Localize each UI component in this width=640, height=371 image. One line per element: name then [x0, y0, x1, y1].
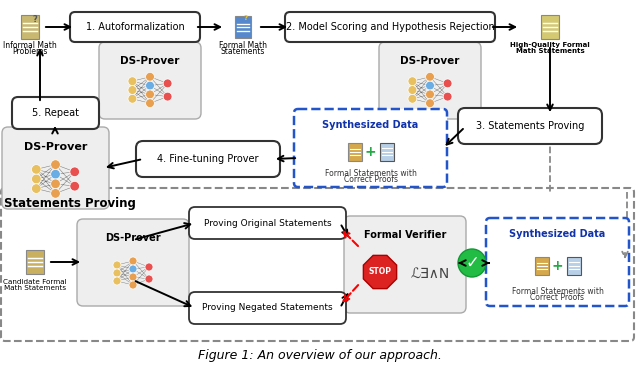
- FancyBboxPatch shape: [1, 188, 634, 341]
- Text: Informal Math: Informal Math: [3, 40, 57, 49]
- Circle shape: [426, 90, 435, 99]
- Circle shape: [113, 269, 121, 277]
- FancyBboxPatch shape: [189, 207, 346, 239]
- FancyBboxPatch shape: [285, 12, 495, 42]
- Text: 3. Statements Proving: 3. Statements Proving: [476, 121, 584, 131]
- Circle shape: [128, 86, 137, 94]
- FancyBboxPatch shape: [12, 97, 99, 129]
- Text: DS-Prover: DS-Prover: [120, 56, 180, 66]
- Text: Statements: Statements: [221, 46, 265, 56]
- Text: DS-Prover: DS-Prover: [24, 142, 87, 152]
- Circle shape: [128, 94, 137, 103]
- Bar: [21, 15, 39, 39]
- FancyBboxPatch shape: [136, 141, 280, 177]
- Text: Proving Original Statements: Proving Original Statements: [204, 219, 332, 227]
- Circle shape: [31, 174, 41, 184]
- FancyBboxPatch shape: [2, 127, 109, 209]
- Polygon shape: [364, 255, 397, 289]
- Circle shape: [129, 273, 137, 281]
- Circle shape: [146, 72, 154, 81]
- Circle shape: [146, 90, 154, 99]
- Text: Formal Statements with: Formal Statements with: [511, 288, 604, 296]
- Circle shape: [146, 81, 154, 90]
- Circle shape: [128, 77, 137, 86]
- Circle shape: [444, 79, 452, 88]
- Circle shape: [31, 184, 41, 193]
- Text: Formal Math: Formal Math: [219, 40, 267, 49]
- Circle shape: [163, 92, 172, 101]
- Text: ℒ∃∧N: ℒ∃∧N: [410, 267, 450, 281]
- Circle shape: [129, 257, 137, 265]
- FancyBboxPatch shape: [458, 108, 602, 144]
- FancyBboxPatch shape: [189, 292, 346, 324]
- Text: +: +: [552, 259, 563, 273]
- Text: 2. Model Scoring and Hypothesis Rejection: 2. Model Scoring and Hypothesis Rejectio…: [285, 22, 494, 32]
- Circle shape: [163, 79, 172, 88]
- Bar: [380, 143, 394, 161]
- FancyBboxPatch shape: [486, 218, 629, 306]
- Text: DS-Prover: DS-Prover: [105, 233, 161, 243]
- Circle shape: [426, 99, 435, 108]
- Circle shape: [31, 165, 41, 174]
- Circle shape: [145, 275, 153, 283]
- Circle shape: [146, 99, 154, 108]
- Circle shape: [51, 179, 60, 188]
- Text: Candidate Formal: Candidate Formal: [3, 279, 67, 285]
- Circle shape: [426, 72, 435, 81]
- Bar: [26, 250, 44, 274]
- Text: 5. Repeat: 5. Repeat: [32, 108, 79, 118]
- FancyBboxPatch shape: [294, 109, 447, 187]
- FancyBboxPatch shape: [99, 42, 201, 119]
- Text: 4. Fine-tuning Prover: 4. Fine-tuning Prover: [157, 154, 259, 164]
- FancyBboxPatch shape: [77, 219, 189, 306]
- Bar: [541, 15, 559, 39]
- Circle shape: [70, 167, 79, 177]
- Circle shape: [408, 86, 417, 94]
- Circle shape: [113, 277, 121, 285]
- Text: Formal Verifier: Formal Verifier: [364, 230, 446, 240]
- Text: Problems: Problems: [12, 46, 48, 56]
- Circle shape: [51, 170, 60, 179]
- Text: +: +: [365, 145, 376, 159]
- Circle shape: [129, 265, 137, 273]
- Circle shape: [444, 92, 452, 101]
- Circle shape: [426, 81, 435, 90]
- FancyBboxPatch shape: [379, 42, 481, 119]
- Text: Math Statements: Math Statements: [4, 285, 66, 291]
- Text: Math Statements: Math Statements: [516, 48, 584, 54]
- Text: 1. Autoformalization: 1. Autoformalization: [86, 22, 184, 32]
- Circle shape: [70, 181, 79, 191]
- Text: Correct Proofs: Correct Proofs: [531, 293, 584, 302]
- Text: Correct Proofs: Correct Proofs: [344, 174, 397, 184]
- Circle shape: [408, 94, 417, 103]
- Text: Figure 1: An overview of our approach.: Figure 1: An overview of our approach.: [198, 349, 442, 362]
- Bar: [534, 257, 548, 275]
- Circle shape: [51, 188, 60, 198]
- Circle shape: [113, 261, 121, 269]
- Bar: [348, 143, 362, 161]
- Circle shape: [458, 249, 486, 277]
- Text: Statements Proving: Statements Proving: [4, 197, 136, 210]
- Circle shape: [145, 263, 153, 271]
- FancyBboxPatch shape: [70, 12, 200, 42]
- Text: DS-Prover: DS-Prover: [400, 56, 460, 66]
- Bar: [566, 257, 580, 275]
- Text: STOP: STOP: [369, 267, 392, 276]
- FancyBboxPatch shape: [344, 216, 466, 313]
- Text: ✓: ✓: [465, 254, 479, 272]
- Text: Synthesized Data: Synthesized Data: [323, 120, 419, 130]
- Text: ?: ?: [244, 15, 248, 21]
- Circle shape: [408, 77, 417, 86]
- Bar: [235, 16, 252, 38]
- Text: Synthesized Data: Synthesized Data: [509, 229, 605, 239]
- Text: ?: ?: [33, 16, 37, 24]
- Text: Formal Statements with: Formal Statements with: [324, 168, 417, 177]
- Text: Proving Negated Statements: Proving Negated Statements: [202, 303, 333, 312]
- Circle shape: [51, 160, 60, 170]
- Circle shape: [129, 281, 137, 289]
- Text: High-Quality Formal: High-Quality Formal: [510, 42, 590, 48]
